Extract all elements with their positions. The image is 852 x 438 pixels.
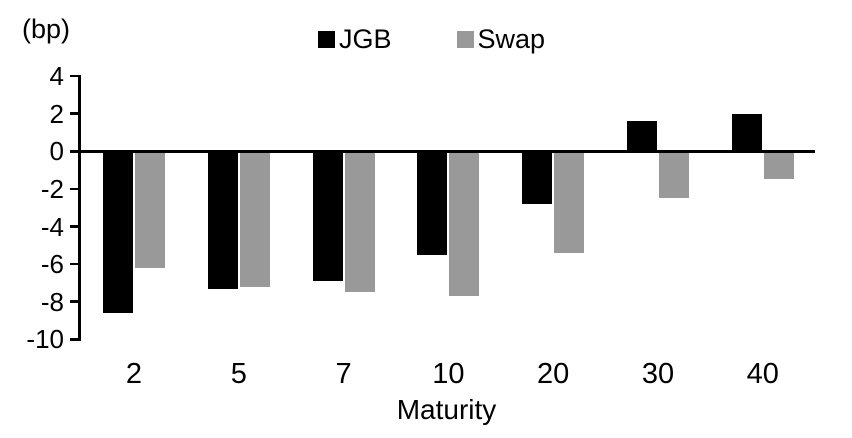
bar-swap-20	[554, 151, 585, 253]
legend-item-swap: Swap	[456, 24, 546, 55]
y-tick-label--6: -6	[40, 249, 64, 280]
x-axis-zero-line	[78, 150, 815, 153]
y-axis-tick	[70, 187, 78, 191]
bar-swap-10	[449, 151, 480, 297]
x-tick-label-2: 2	[125, 358, 143, 390]
y-axis-tick	[70, 150, 78, 153]
y-axis-tick	[70, 262, 78, 266]
y-axis-tick	[70, 112, 78, 115]
y-axis-unit-label: (bp)	[22, 14, 71, 44]
y-tick-label-2: 2	[49, 98, 64, 129]
bar-swap-7	[344, 151, 375, 293]
x-tick-label-30: 30	[641, 358, 675, 390]
y-axis-tick	[70, 74, 78, 78]
y-tick-label--4: -4	[40, 211, 64, 242]
x-tick-label-10: 10	[432, 358, 465, 390]
legend-label-jgb: JGB	[339, 24, 392, 54]
x-tick-label-5: 5	[230, 358, 247, 390]
bar-swap-40	[763, 151, 794, 180]
x-axis-title: Maturity	[396, 394, 497, 425]
bar-jgb-40	[731, 113, 762, 152]
x-tick-label-20: 20	[537, 358, 570, 390]
y-axis-tick	[70, 338, 78, 341]
legend-label-swap: Swap	[477, 24, 546, 54]
bar-jgb-5	[207, 151, 238, 289]
y-tick-label--8: -8	[40, 286, 64, 317]
jgb-swatch-icon	[318, 31, 335, 48]
y-axis-tick	[70, 225, 78, 228]
bar-jgb-7	[312, 151, 343, 282]
y-axis-line	[78, 74, 81, 341]
x-tick-label-7: 7	[335, 358, 352, 390]
bar-jgb-2	[103, 151, 133, 313]
x-tick-label-40: 40	[746, 358, 779, 390]
bar-jgb-20	[522, 151, 553, 204]
y-tick-label-0: 0	[49, 136, 64, 167]
bar-swap-30	[659, 151, 689, 199]
bar-swap-2	[135, 151, 165, 268]
y-tick-label--10: -10	[26, 324, 64, 355]
bar-jgb-30	[627, 121, 657, 152]
bar-swap-5	[239, 151, 270, 287]
chart-legend: JGB Swap	[318, 24, 545, 55]
bar-jgb-10	[417, 151, 448, 255]
y-axis-tick	[70, 300, 78, 303]
swap-swatch-icon	[456, 31, 474, 48]
y-tick-label--2: -2	[40, 173, 64, 204]
legend-item-jgb: JGB	[318, 24, 392, 55]
y-tick-label-4: 4	[49, 61, 64, 92]
